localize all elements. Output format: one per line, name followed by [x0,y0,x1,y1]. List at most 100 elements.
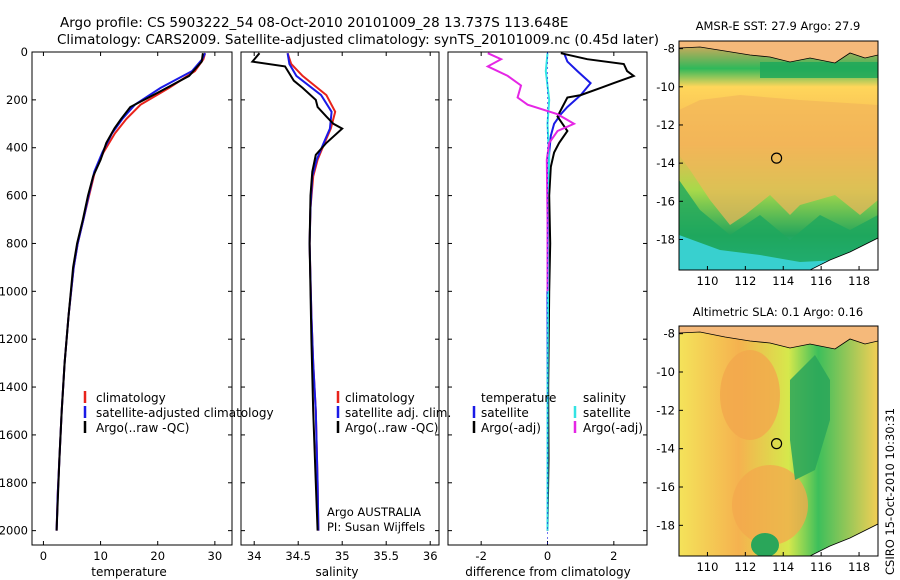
sla-map-image [679,326,878,556]
sla-map-frame [678,325,879,557]
x-tick-label: 35.5 [373,549,399,563]
y-tick-label: 800 [6,236,28,250]
y-tick-label: -12 [656,403,675,417]
coastline-australia [809,523,878,556]
argo-location-marker [770,438,783,450]
salinity-plot: 34 34.5 35 35.5 36 [241,51,439,563]
x-tick-label: 116 [810,560,832,574]
sla-low-south [732,465,808,545]
x-tick-label: 36 [423,549,438,563]
y-tick-label: -18 [656,232,675,246]
series-line-temperature-satellite [546,52,592,531]
x-tick-label: 114 [772,560,794,574]
y-tick-label: 1200 [0,332,28,346]
legend-satellite-label: satellite adj. clim. [345,406,451,420]
difference-legend: temperature satellite Argo(-adj) salinit… [472,391,643,435]
sla-map-axes: 110 112 114 116 118 -8 -10 -12 -14 -16 -18 [656,327,870,574]
x-tick-label: 35 [335,549,350,563]
sst-map-image [679,41,878,270]
legend-sal-satellite-label: satellite [583,406,631,420]
sst-cool-band [679,180,878,270]
x-tick-label: 112 [734,274,756,288]
sst-map-frame [678,40,879,271]
series-line-temperature-argo [546,52,636,531]
x-tick-label: 34 [247,549,262,563]
legend-argo-label: Argo(..raw -QC) [345,421,438,435]
y-tick-label: -16 [656,480,675,494]
legend-temp-satellite-label: satellite [481,406,529,420]
salinity-legend: climatology satellite adj. clim. Argo(..… [336,391,451,435]
coastline-java [679,41,878,64]
x-tick-label: 110 [696,560,718,574]
csiro-credit: CSIRO 15-Oct-2010 10:30:31 [883,408,897,575]
legend-satellite-label: satellite-adjusted climatology [96,406,274,420]
y-tick-label: 1800 [0,476,28,490]
legend-temperature-title: temperature [481,391,556,405]
sst-map-axes: 110 112 114 116 118 -8 -10 -12 -14 -16 -18 [656,42,870,288]
x-tick-label: 118 [848,274,870,288]
y-tick-label: 1400 [0,380,28,394]
y-tick-label: 600 [6,189,28,203]
argo-location-marker [770,152,783,164]
sst-warm-tongue [679,95,878,225]
title-line-1: Argo profile: CS 5903222_54 08-Oct-2010 … [60,15,568,31]
y-tick-label: -16 [656,194,675,208]
pi-annotation: PI: Susan Wijffels [327,520,425,534]
legend-sal-argo-label: Argo(-adj) [583,421,643,435]
x-tick-label: 34.5 [285,549,311,563]
y-tick-label: -8 [664,42,675,56]
y-tick-label: -14 [656,156,675,170]
y-tick-label: 200 [6,93,28,107]
argo-australia-annotation: Argo AUSTRALIA [327,505,421,519]
y-tick-label: -8 [664,327,675,341]
series-line-salinity-argo [485,52,577,292]
y-tick-label: 0 [21,45,28,59]
temperature-plot: 0 10 20 30 0 200 400 600 800 1000 1200 1400 1600 1800… [0,45,232,563]
x-tick-label: 116 [810,274,832,288]
legend-salinity-title: salinity [583,391,626,405]
series-line-argo [55,53,204,531]
coastline-australia [809,237,878,270]
temperature-xlabel: temperature [91,565,166,579]
salinity-axes [240,51,440,546]
y-tick-label: 2000 [0,524,28,538]
legend-temp-argo-label: Argo(-adj) [481,421,541,435]
temperature-axes [31,51,233,546]
title-line-2: Climatology: CARS2009. Satellite-adjuste… [57,32,659,48]
legend-climatology-label: climatology [96,391,166,405]
sla-high-ridge [790,355,830,480]
x-tick-label: 30 [208,549,223,563]
x-tick-label: 112 [734,560,756,574]
salinity-xlabel: salinity [315,565,358,579]
series-line-climatology [55,52,207,531]
y-tick-label: 1600 [0,428,28,442]
x-tick-label: 110 [696,274,718,288]
temperature-legend: climatology satellite-adjusted climatolo… [83,391,274,435]
y-tick-label: -10 [656,80,675,94]
x-tick-label: 2 [610,549,617,563]
x-tick-label: 0 [544,549,551,563]
x-tick-label: 10 [93,549,108,563]
difference-plot: -2 0 2 [448,51,647,563]
y-tick-label: -18 [656,518,675,532]
y-tick-label: -14 [656,442,675,456]
series-line-satellite [55,52,207,531]
sla-high-south [751,533,779,556]
x-tick-label: 20 [150,549,165,563]
y-tick-label: -12 [656,118,675,132]
sla-low-west [720,350,780,440]
x-tick-label: 0 [40,549,47,563]
series-line-argo [250,52,344,531]
legend-argo-label: Argo(..raw -QC) [96,421,189,435]
x-tick-label: 118 [848,560,870,574]
y-tick-label: -10 [656,365,675,379]
sst-upwelling-strip [760,62,878,78]
y-tick-label: 400 [6,141,28,155]
difference-xlabel: difference from climatology [465,565,631,579]
y-tick-label: 1000 [0,284,28,298]
coastline-java [679,326,878,350]
x-tick-label: -2 [475,549,486,563]
x-tick-label: 114 [772,274,794,288]
sst-map-title: AMSR-E SST: 27.9 Argo: 27.9 [696,19,861,33]
